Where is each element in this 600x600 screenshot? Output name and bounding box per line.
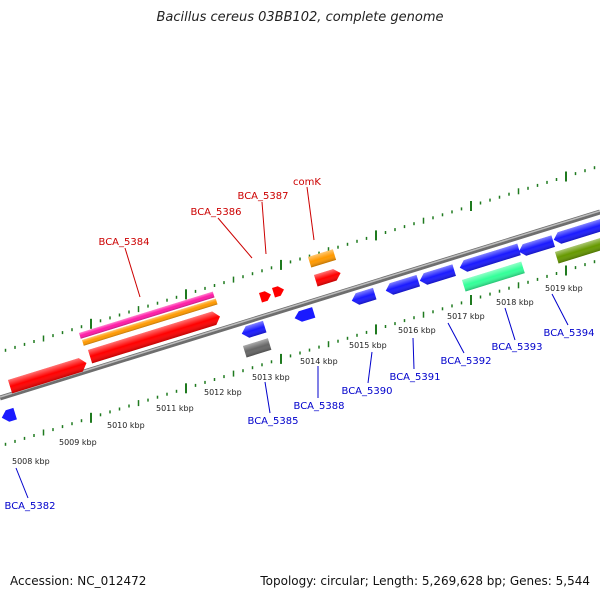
reverse-gene-labels: BCA_5382 BCA_5385 BCA_5388 BCA_5390 BCA_…: [5, 328, 595, 512]
lower-tick-track: [4, 260, 596, 446]
scale-label-5013: 5013 kbp: [252, 373, 290, 382]
scale-label-5008: 5008 kbp: [12, 457, 50, 466]
accession-text: Accession: NC_012472: [10, 574, 147, 588]
gene-label-bca-5388[interactable]: BCA_5388: [294, 401, 345, 412]
gene-bar-orange-comk[interactable]: [308, 249, 337, 268]
gene-label-bca-5394[interactable]: BCA_5394: [544, 328, 595, 339]
gene-arrow-bca-5392[interactable]: [458, 243, 521, 274]
gene-label-bca-5393[interactable]: BCA_5393: [492, 342, 543, 353]
gene-arrow-bca-5388[interactable]: [293, 307, 316, 323]
forward-gene-labels: BCA_5384 BCA_5386 BCA_5387 comK: [99, 177, 322, 248]
gene-arrow-comk[interactable]: [314, 267, 342, 287]
scale-label-5016: 5016 kbp: [398, 326, 436, 335]
gene-arrow-bca-5386[interactable]: [259, 290, 272, 303]
scale-label-5018: 5018 kbp: [496, 298, 534, 307]
scale-label-5010: 5010 kbp: [107, 421, 145, 430]
gene-label-bca-5392[interactable]: BCA_5392: [441, 356, 492, 367]
map-title: Bacillus cereus 03BB102, complete genome: [156, 10, 444, 25]
scale-label-5009: 5009 kbp: [59, 438, 97, 447]
gene-bar-olive-bca-5394[interactable]: [555, 234, 600, 264]
gene-arrow-bca-5383[interactable]: [8, 356, 89, 394]
gene-bar-gray-bca-5385[interactable]: [243, 338, 272, 358]
gene-arrow-bca-5390[interactable]: [350, 287, 377, 307]
gene-label-bca-5391[interactable]: BCA_5391: [390, 372, 441, 383]
scale-label-5011: 5011 kbp: [156, 404, 194, 413]
gene-arrow-bca-5391b[interactable]: [418, 264, 456, 286]
scale-label-5019: 5019 kbp: [545, 284, 583, 293]
genome-summary-text: Topology: circular; Length: 5,269,628 bp…: [260, 574, 590, 588]
gene-label-bca-5382[interactable]: BCA_5382: [5, 501, 56, 512]
scale-label-5014: 5014 kbp: [300, 357, 338, 366]
reverse-features: [0, 216, 600, 424]
label-leaders: [15, 186, 569, 499]
gene-arrow-bca-5385[interactable]: [240, 320, 267, 340]
gene-arrow-bca-5393[interactable]: [517, 235, 555, 257]
forward-features: [8, 249, 342, 394]
gene-arrow-bca-5382[interactable]: [0, 407, 17, 424]
scale-label-5017: 5017 kbp: [447, 312, 485, 321]
gene-arrow-bca-5391a[interactable]: [384, 274, 421, 297]
scale-label-5012: 5012 kbp: [204, 388, 242, 397]
gene-bar-orange-bca-5384[interactable]: [81, 298, 218, 346]
gene-bar-teal-bca-5393[interactable]: [462, 261, 525, 292]
gene-label-bca-5390[interactable]: BCA_5390: [342, 386, 393, 397]
gene-label-bca-5387[interactable]: BCA_5387: [238, 191, 289, 202]
gene-label-bca-5385[interactable]: BCA_5385: [248, 416, 299, 427]
gene-label-comk[interactable]: comK: [293, 177, 321, 188]
gene-arrow-bca-5387[interactable]: [272, 285, 285, 298]
gene-label-bca-5386[interactable]: BCA_5386: [191, 207, 242, 218]
gene-bar-magenta-bca-5384[interactable]: [78, 291, 215, 339]
scale-labels: 5008 kbp 5009 kbp 5010 kbp 5011 kbp 5012…: [12, 284, 583, 466]
gene-label-bca-5384[interactable]: BCA_5384: [99, 237, 150, 248]
scale-label-5015: 5015 kbp: [349, 341, 387, 350]
gene-arrow-bca-5394[interactable]: [552, 216, 600, 245]
upper-tick-track: [4, 166, 596, 352]
gene-arrow-bca-5384[interactable]: [88, 310, 222, 364]
sequence-backbone: [0, 209, 600, 401]
